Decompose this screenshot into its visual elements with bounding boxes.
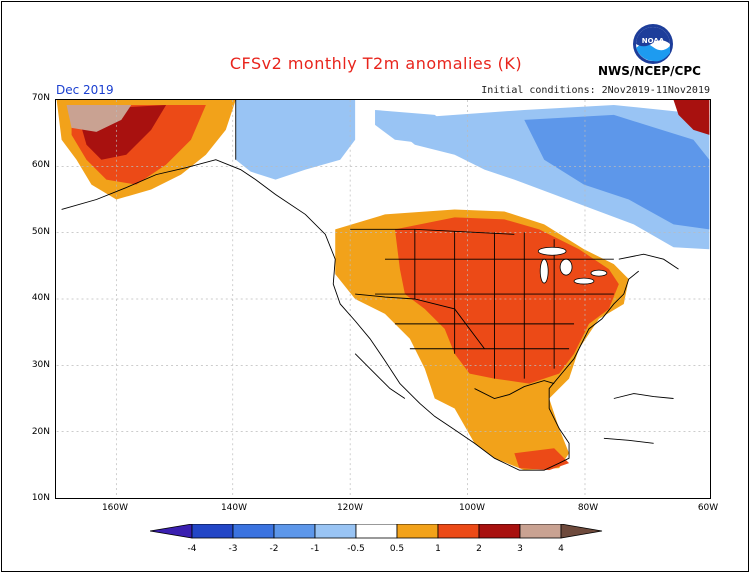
colorbar-label: -0.5 — [347, 544, 365, 554]
colorbar-seg-1 — [150, 524, 193, 539]
lon-label-60w: 60W — [697, 503, 719, 513]
lon-label-140w: 140W — [220, 503, 248, 513]
lon-label-80w: 80W — [577, 503, 599, 513]
lat-label-20n: 20N — [31, 427, 50, 437]
lat-label-40n: 40N — [31, 293, 50, 303]
colorbar-label: 3 — [517, 544, 523, 554]
cool-anomaly-areas — [235, 100, 710, 250]
warm-area-greenland-edge — [673, 100, 710, 135]
colorbar-seg-10 — [519, 524, 562, 539]
colorbar-label: -2 — [270, 544, 279, 554]
initial-conditions-text: Initial conditions: 2Nov2019-11Nov2019 — [481, 85, 710, 96]
lat-label-50n: 50N — [31, 227, 50, 237]
colorbar-label: 0.5 — [390, 544, 404, 554]
lon-label-160w: 160W — [101, 503, 129, 513]
lon-label-120w: 120W — [336, 503, 364, 513]
lon-label-100w: 100W — [458, 503, 486, 513]
colorbar-label: -4 — [188, 544, 197, 554]
colorbar-label: 2 — [476, 544, 482, 554]
colorbar-seg-8 — [437, 524, 480, 539]
cool-area-hudson-labrador — [524, 114, 710, 230]
agency-label: NWS/NCEP/CPC — [598, 64, 701, 78]
lat-label-70n: 70N — [31, 93, 50, 103]
forecast-month: Dec 2019 — [56, 83, 114, 97]
colorbar-seg-7 — [396, 524, 439, 539]
colorbar-label: -3 — [229, 544, 238, 554]
colorbar-label: 1 — [435, 544, 441, 554]
colorbar-seg-4 — [273, 524, 316, 539]
colorbar-seg-2 — [191, 524, 234, 539]
cool-area-nw-canada — [235, 100, 356, 180]
colorbar: -4 -3 -2 -1 -0.5 0.5 1 2 3 4 — [150, 524, 603, 554]
colorbar-label: -1 — [311, 544, 320, 554]
colorbar-segments — [150, 524, 603, 539]
colorbar-seg-3 — [232, 524, 275, 539]
warm-anomaly-alaska — [56, 100, 710, 200]
coastlines — [61, 100, 679, 471]
colorbar-seg-11 — [560, 524, 603, 539]
lat-label-60n: 60N — [31, 160, 50, 170]
colorbar-seg-6 — [355, 524, 398, 539]
colorbar-label: 4 — [558, 544, 564, 554]
colorbar-seg-5 — [314, 524, 357, 539]
graticule — [56, 100, 710, 498]
anomaly-map — [55, 99, 711, 499]
colorbar-seg-9 — [478, 524, 521, 539]
great-lakes — [537, 246, 608, 285]
lat-label-30n: 30N — [31, 360, 50, 370]
map-title: CFSv2 monthly T2m anomalies (K) — [229, 54, 523, 73]
logo-text: NOAA — [642, 37, 665, 45]
noaa-logo-icon: NOAA — [633, 24, 673, 64]
lat-label-10n: 10N — [31, 493, 50, 503]
